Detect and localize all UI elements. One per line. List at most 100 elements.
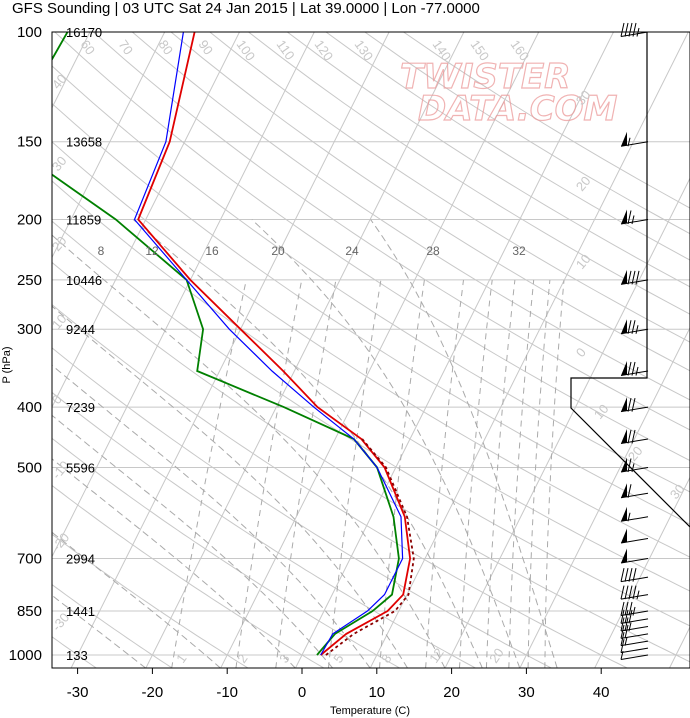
barb-half-feather <box>636 590 640 600</box>
dry-adiabat <box>52 141 690 558</box>
height-label: 133 <box>66 648 88 663</box>
height-label: 10446 <box>66 273 102 288</box>
barb-pennant <box>621 506 627 522</box>
barb-feather <box>624 601 629 616</box>
barb-pennant <box>621 528 627 543</box>
barb-feather <box>620 624 625 639</box>
barb-staff <box>620 654 649 660</box>
x-tick-label: 0 <box>298 684 306 701</box>
adiabat-label: 10 <box>573 251 594 272</box>
dry-adiabat <box>52 484 325 668</box>
wind-barb <box>620 601 649 617</box>
wind-barb <box>620 483 649 499</box>
barb-feather <box>631 429 636 444</box>
barb-half-feather <box>627 512 631 522</box>
temperature-profile <box>137 32 412 656</box>
virtual_temperature-profile <box>325 438 415 656</box>
barb-feather <box>627 429 632 444</box>
x-tick-label: 40 <box>593 684 610 701</box>
wind-barb <box>620 624 649 639</box>
height-label: 11859 <box>66 213 101 228</box>
pressure-tick-label: 300 <box>17 321 42 338</box>
x-tick-label: 30 <box>518 684 535 701</box>
pressure-tick-label: 500 <box>17 459 42 476</box>
mixing-ratio-line <box>459 279 493 668</box>
wind-barb <box>620 617 649 632</box>
adiabat-label: 30 <box>667 481 688 502</box>
adiabat-label: 20 <box>573 173 594 194</box>
isotherm-line <box>594 476 690 668</box>
mixing-ratio-label: 20 <box>271 244 285 258</box>
wind-barb <box>620 319 649 335</box>
y-axis-title: P (hPa) <box>1 346 13 383</box>
x-axis-title: Temperature (C) <box>330 705 410 717</box>
adiabat-label: 0 <box>49 392 65 407</box>
parcel-profile <box>133 32 404 656</box>
barb-pennant <box>621 483 627 498</box>
barb-feather <box>627 361 632 376</box>
isotherm-label: 110 <box>274 37 298 63</box>
mixing-ratio-bottom-label: 20 <box>486 645 507 665</box>
moist-adiabat <box>52 364 371 668</box>
barb-feather <box>620 632 625 646</box>
wind-barb <box>620 22 649 37</box>
mixing-ratio-bottom-label: 12 <box>426 645 447 665</box>
barb-feather <box>631 397 636 412</box>
isotherm-line <box>52 32 315 558</box>
dry-adiabat <box>52 261 690 663</box>
barb-half-feather <box>635 366 639 376</box>
adiabat-label: 0 <box>573 345 589 360</box>
dry-adiabat <box>52 347 552 668</box>
watermark-line-1: TWISTER <box>400 57 570 97</box>
isotherm-line <box>52 32 240 409</box>
barb-feather <box>620 22 625 37</box>
moist-adiabat <box>52 305 409 668</box>
dry-adiabat <box>209 32 690 343</box>
barb-half-feather <box>624 637 628 646</box>
barb-feather <box>628 22 633 37</box>
barb-feather <box>631 320 636 334</box>
wind-barb <box>620 269 649 285</box>
isotherm-label: 80 <box>156 37 177 57</box>
wind-barb <box>620 568 649 583</box>
mixing-ratio-line <box>485 279 516 668</box>
moist-adiabat <box>52 531 221 668</box>
barb-pennant <box>621 548 627 563</box>
isotherm-line <box>444 177 690 668</box>
wind-barb <box>620 528 649 544</box>
wind-barb <box>620 397 649 413</box>
barb-feather <box>620 568 625 582</box>
wind-barb <box>620 609 649 624</box>
wind-barb <box>620 632 649 647</box>
mixing-ratio-line <box>171 279 247 668</box>
mixing-ratio-line <box>327 279 382 668</box>
moist-adiabat <box>52 458 296 668</box>
dry-adiabat <box>248 32 690 315</box>
dry-adiabat <box>131 32 690 401</box>
isotherm-label: 60 <box>78 37 99 57</box>
mixing-ratio-line <box>425 279 464 668</box>
height-label: 9244 <box>66 322 95 337</box>
barb-pennant <box>621 269 627 285</box>
wind-barb <box>620 506 649 522</box>
barb-feather <box>631 270 636 285</box>
barb-feather <box>628 585 633 600</box>
barb-feather <box>632 22 637 37</box>
isotherm-label: 130 <box>352 37 377 63</box>
mixing-ratio-line <box>235 279 303 668</box>
dry-adiabat <box>52 584 173 668</box>
barb-pennant <box>621 428 627 444</box>
barb-feather <box>632 568 637 582</box>
plot-frame <box>51 31 690 669</box>
isotherm-line <box>52 32 91 109</box>
moist-adiabat <box>52 234 446 668</box>
barb-feather <box>620 609 625 624</box>
isotherm-line <box>145 32 465 668</box>
background-grid <box>52 32 690 668</box>
mixing-ratio-label: 12 <box>145 244 159 258</box>
x-tick-label: -20 <box>142 684 164 701</box>
dry-adiabat <box>52 180 690 592</box>
barb-feather <box>635 270 640 285</box>
